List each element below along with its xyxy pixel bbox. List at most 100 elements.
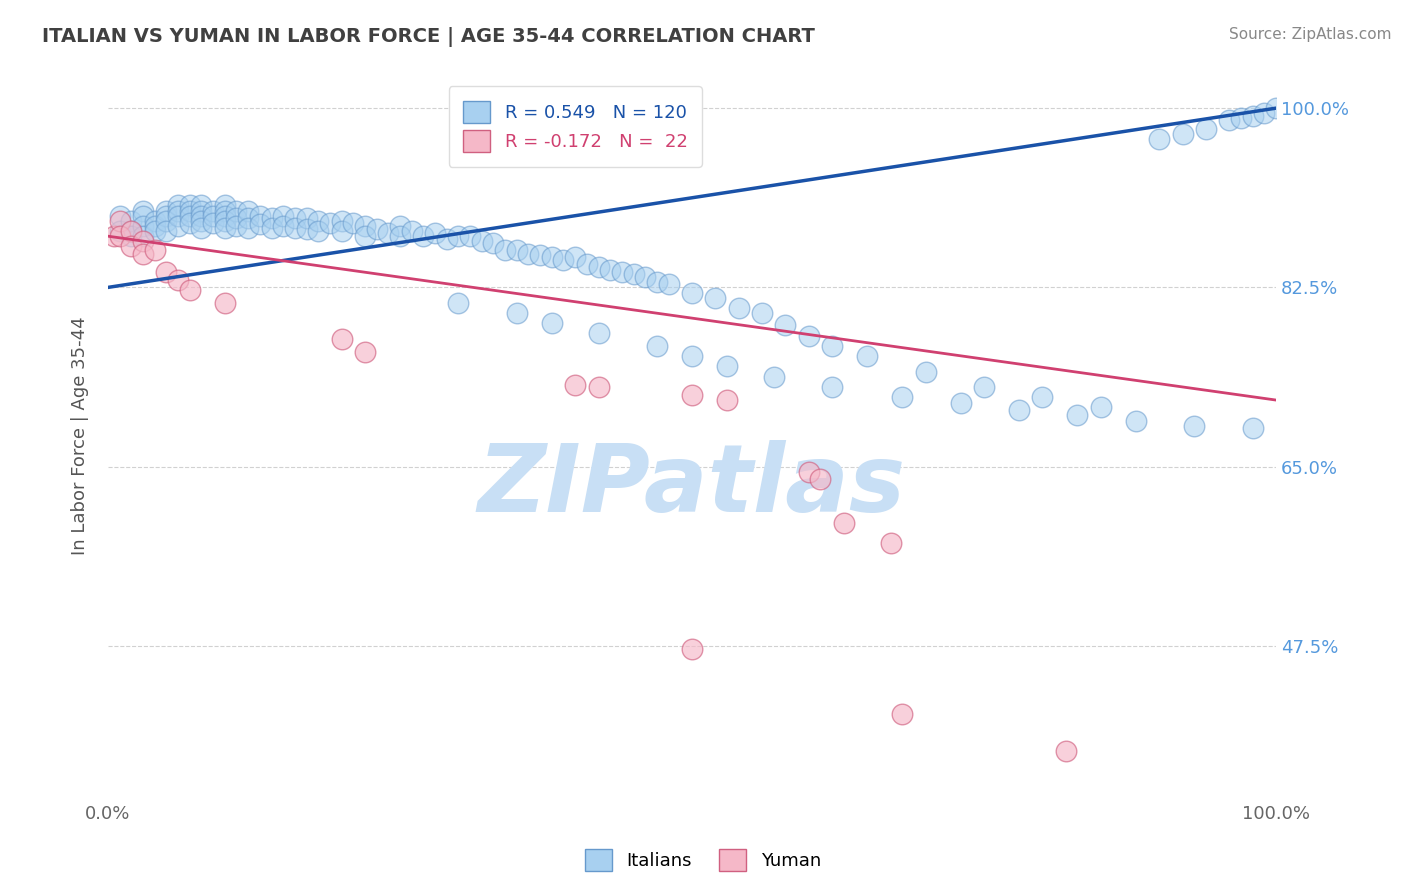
Point [190,221,212,235]
Point [143,219,166,233]
Point [540,316,562,330]
Point [412,229,434,244]
Point [167,198,190,212]
Point [120,239,142,253]
Point [1182,418,1205,433]
Point [120,229,142,244]
Point [190,198,212,212]
Y-axis label: In Labor Force | Age 35-44: In Labor Force | Age 35-44 [72,317,89,555]
Point [330,214,353,228]
Point [517,246,540,260]
Point [236,221,259,235]
Point [388,219,411,233]
Point [179,216,201,230]
Point [564,250,586,264]
Point [1218,113,1240,128]
Point [716,359,738,374]
Point [225,211,247,225]
Point [260,221,283,235]
Point [506,243,529,257]
Point [1090,401,1112,415]
Point [447,295,470,310]
Point [762,369,785,384]
Point [249,217,271,231]
Point [751,306,773,320]
Point [103,229,125,244]
Point [155,214,177,228]
Point [366,222,388,236]
Point [821,380,844,394]
Point [482,236,505,251]
Point [447,229,470,244]
Point [307,224,329,238]
Point [634,270,657,285]
Point [179,284,201,298]
Point [436,232,458,246]
Point [797,465,820,479]
Point [167,203,190,218]
Point [132,209,155,223]
Point [214,295,236,310]
Point [284,221,307,235]
Point [108,229,131,244]
Point [190,214,212,228]
Point [797,328,820,343]
Point [588,326,610,341]
Point [179,198,201,212]
Point [891,390,914,404]
Point [610,265,633,279]
Text: ZIPatlas: ZIPatlas [478,440,905,533]
Point [295,211,318,225]
Point [260,211,283,225]
Point [1054,744,1077,758]
Point [914,365,936,379]
Point [623,267,645,281]
Point [1031,390,1053,404]
Point [271,219,294,233]
Point [342,216,364,230]
Point [120,224,142,238]
Point [167,273,190,287]
Point [225,203,247,218]
Point [401,224,423,238]
Point [167,219,190,233]
Point [1147,132,1170,146]
Point [856,349,879,363]
Point [588,380,610,394]
Point [236,203,259,218]
Text: Source: ZipAtlas.com: Source: ZipAtlas.com [1229,27,1392,42]
Point [202,209,225,223]
Point [214,209,236,223]
Point [588,260,610,274]
Point [167,209,190,223]
Point [214,221,236,235]
Point [423,226,446,240]
Point [553,252,575,267]
Point [681,349,703,363]
Point [681,642,703,657]
Point [155,224,177,238]
Point [1241,420,1264,434]
Point [354,229,377,244]
Point [179,209,201,223]
Point [108,224,131,238]
Point [540,250,562,264]
Point [494,243,516,257]
Point [307,214,329,228]
Point [249,209,271,223]
Point [319,216,342,230]
Point [973,380,995,394]
Point [120,224,142,238]
Text: ITALIAN VS YUMAN IN LABOR FORCE | AGE 35-44 CORRELATION CHART: ITALIAN VS YUMAN IN LABOR FORCE | AGE 35… [42,27,815,46]
Point [1171,127,1194,141]
Point [120,214,142,228]
Point [458,229,481,244]
Point [704,291,727,305]
Point [330,332,353,346]
Point [1195,121,1218,136]
Point [645,339,668,353]
Point [143,224,166,238]
Point [225,219,247,233]
Point [506,306,529,320]
Point [1253,106,1275,120]
